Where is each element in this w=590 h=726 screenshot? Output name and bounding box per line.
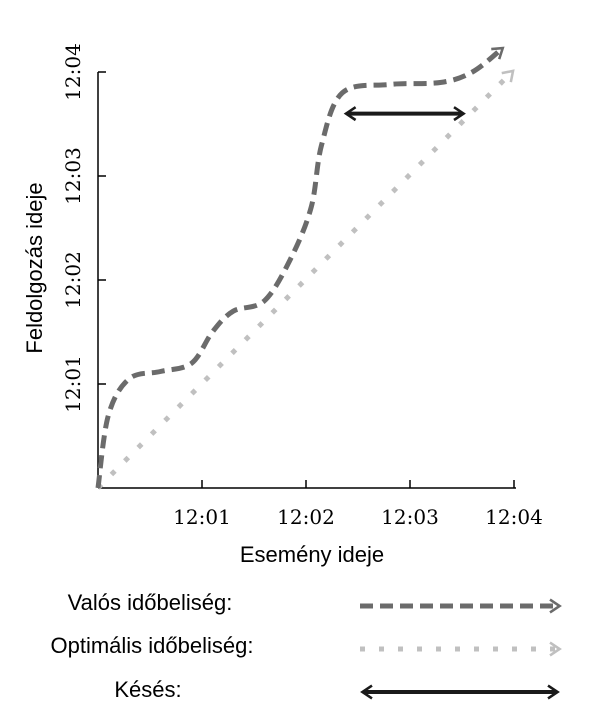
y-axis-title: Feldolgozás ideje	[22, 182, 47, 353]
y-tick-label: 12:01	[61, 355, 85, 413]
legend: Valós időbeliség: Optimális időbeliség: …	[51, 590, 562, 702]
series-optimal-time-line	[96, 69, 515, 490]
legend-label-real-time: Valós időbeliség:	[68, 590, 233, 615]
series-layer	[95, 46, 515, 490]
y-axis-ticks: 12:01 12:02 12:03 12:04	[61, 43, 106, 413]
plot-area: 12:01 12:02 12:03 12:04 12:0112:0212:0312:0…	[61, 43, 543, 529]
y-tick-label: 12:03	[61, 147, 85, 205]
x-tick-label: 12:01	[173, 505, 231, 529]
y-tick-label: 12:02	[61, 251, 85, 309]
x-tick-label: 12:02	[277, 505, 335, 529]
x-axis-ticks: 12:01 12:02 12:03 12:04	[173, 480, 543, 529]
legend-label-delay: Késés:	[114, 677, 181, 702]
legend-label-optimal-time: Optimális időbeliség:	[51, 633, 254, 658]
series-real-time-line	[95, 46, 505, 489]
x-tick-label: 12:03	[381, 505, 439, 529]
x-tick-label: 12:04	[485, 505, 543, 529]
y-tick-label: 12:04	[61, 43, 85, 101]
x-axis-title: Esemény ideje	[240, 542, 384, 567]
